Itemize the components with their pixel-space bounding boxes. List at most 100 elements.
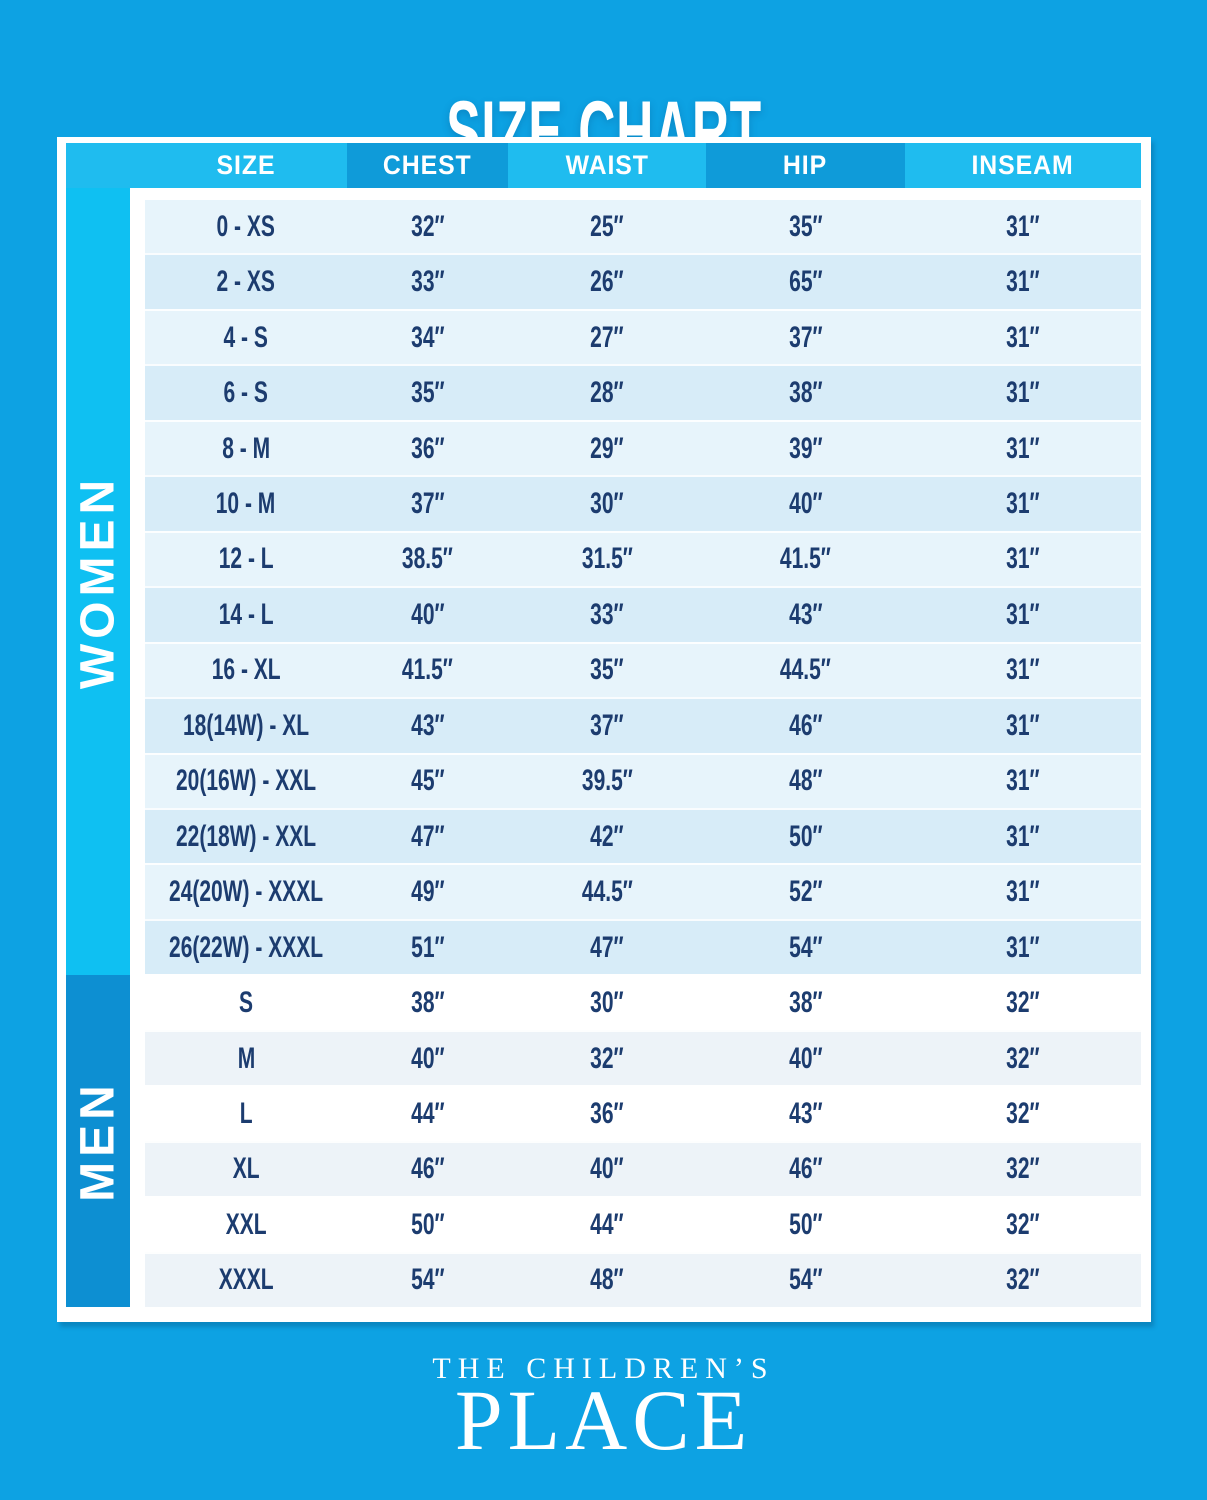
cell-text: 47″ [410,819,445,853]
header-cell-size: SIZE [66,143,347,188]
cell-text: 35″ [590,653,624,687]
cell-text: 46″ [788,1152,823,1186]
row-measurement-value: 31″ [905,200,1141,253]
brand-name-top: THE CHILDREN’S [432,1352,775,1385]
row-measurement-value: 39.5″ [508,755,706,808]
row-measurement-value: 50″ [706,810,905,863]
table-body: WOMEN MEN 0 - XS 32″ 25″ 35″ 31″ 2 - XS 33″ 26″… [66,188,1141,1308]
cell-text: 32″ [590,1041,624,1075]
cell-text: 39.5″ [581,764,633,798]
women-label-text: WOMEN [71,474,125,689]
cell-text: XL [232,1152,260,1186]
cell-text: 50″ [788,819,823,853]
table-row: 26(22W) - XXXL 51″ 47″ 54″ 31″ [145,918,1141,975]
row-measurement-value: 42″ [508,810,706,863]
cell-text: 31″ [1006,930,1040,964]
table-row: XXXL 54″ 48″ 54″ 32″ [145,1251,1141,1308]
cell-text: 35″ [788,209,823,243]
row-measurement-value: 65″ [706,255,905,308]
cell-text: 38.5″ [402,542,453,576]
cell-text: 24(20W) - XXXL [168,875,324,909]
row-measurement-value: 37″ [706,311,905,364]
row-size-label: 8 - M [145,422,347,475]
cell-text: 26″ [590,265,624,299]
cell-text: 46″ [788,708,823,742]
section-label-women: WOMEN [66,188,130,975]
row-size-label: 22(18W) - XXL [145,810,347,863]
header-cell-inseam: INSEAM [905,143,1141,188]
cell-text: 4 - S [223,320,269,354]
cell-text: 12 - L [218,542,274,576]
cell-text: 54″ [410,1263,445,1297]
cell-text: 36″ [410,431,445,465]
row-measurement-value: 49″ [347,865,508,918]
table-row: 18(14W) - XL 43″ 37″ 46″ 31″ [145,697,1141,753]
row-measurement-value: 40″ [347,1032,508,1085]
cell-text: S [238,986,253,1020]
cell-text: 10 - M [216,486,276,520]
cell-text: 6 - S [223,376,269,410]
row-measurement-value: 35″ [347,366,508,419]
row-measurement-value: 44.5″ [706,644,905,697]
row-measurement-value: 32″ [905,1087,1141,1140]
cell-text: 43″ [788,1096,823,1130]
row-measurement-value: 50″ [706,1198,905,1251]
cell-text: 43″ [788,597,823,631]
row-measurement-value: 35″ [706,200,905,253]
row-size-label: 16 - XL [145,644,347,697]
row-measurement-value: 47″ [347,810,508,863]
table-row: 24(20W) - XXXL 49″ 44.5″ 52″ 31″ [145,863,1141,919]
cell-text: 31″ [1006,708,1040,742]
table-row: 6 - S 35″ 28″ 38″ 31″ [145,364,1141,420]
cell-text: 50″ [410,1207,445,1241]
header-label: SIZE [216,150,276,180]
row-measurement-value: 31″ [905,699,1141,752]
row-measurement-value: 31″ [905,810,1141,863]
row-measurement-value: 43″ [347,699,508,752]
row-measurement-value: 31″ [905,921,1141,974]
table-row: 0 - XS 32″ 25″ 35″ 31″ [145,200,1141,254]
cell-text: 32″ [1006,1041,1040,1075]
cell-text: 44″ [410,1096,445,1130]
size-chart-table: SIZE CHEST WAIST HIP INSEAM WOMEN MEN 0 … [57,137,1151,1322]
cell-text: L [239,1096,253,1130]
row-measurement-value: 31″ [905,311,1141,364]
table-row: 12 - L 38.5″ 31.5″ 41.5″ 31″ [145,530,1141,587]
cell-text: 38″ [788,376,823,410]
men-label-text: MEN [71,1080,125,1202]
row-measurement-value: 40″ [706,477,905,530]
row-measurement-value: 40″ [347,588,508,641]
cell-text: XXXL [218,1263,274,1297]
row-measurement-value: 46″ [706,699,905,752]
cell-text: 37″ [590,708,624,742]
row-size-label: 0 - XS [145,200,347,253]
table-row: 14 - L 40″ 33″ 43″ 31″ [145,586,1141,642]
header-label: HIP [783,150,828,180]
cell-text: 30″ [590,986,624,1020]
cell-text: 31″ [1006,764,1040,798]
table-row: 10 - M 37″ 30″ 40″ 31″ [145,475,1141,531]
header-cell-hip: HIP [706,143,905,188]
cell-text: 40″ [788,1041,823,1075]
table-row: M 40″ 32″ 40″ 32″ [145,1029,1141,1086]
cell-text: 41.5″ [402,653,453,687]
row-measurement-value: 46″ [706,1143,905,1196]
cell-text: 31″ [1006,486,1040,520]
cell-text: 31.5″ [581,542,633,576]
table-row: L 44″ 36″ 43″ 32″ [145,1085,1141,1141]
cell-text: 32″ [1006,1096,1040,1130]
row-measurement-value: 48″ [508,1254,706,1307]
row-measurement-value: 52″ [706,865,905,918]
cell-text: 25″ [590,209,624,243]
row-measurement-value: 31″ [905,366,1141,419]
cell-text: 33″ [590,597,624,631]
row-measurement-value: 54″ [706,1254,905,1307]
cell-text: 32″ [1006,986,1040,1020]
table-row: 2 - XS 33″ 26″ 65″ 31″ [145,253,1141,309]
row-measurement-value: 48″ [706,755,905,808]
cell-text: 31″ [1006,431,1040,465]
row-measurement-value: 28″ [508,366,706,419]
header-label: WAIST [565,150,649,180]
cell-text: M [237,1041,255,1075]
cell-text: 2 - XS [216,265,276,299]
